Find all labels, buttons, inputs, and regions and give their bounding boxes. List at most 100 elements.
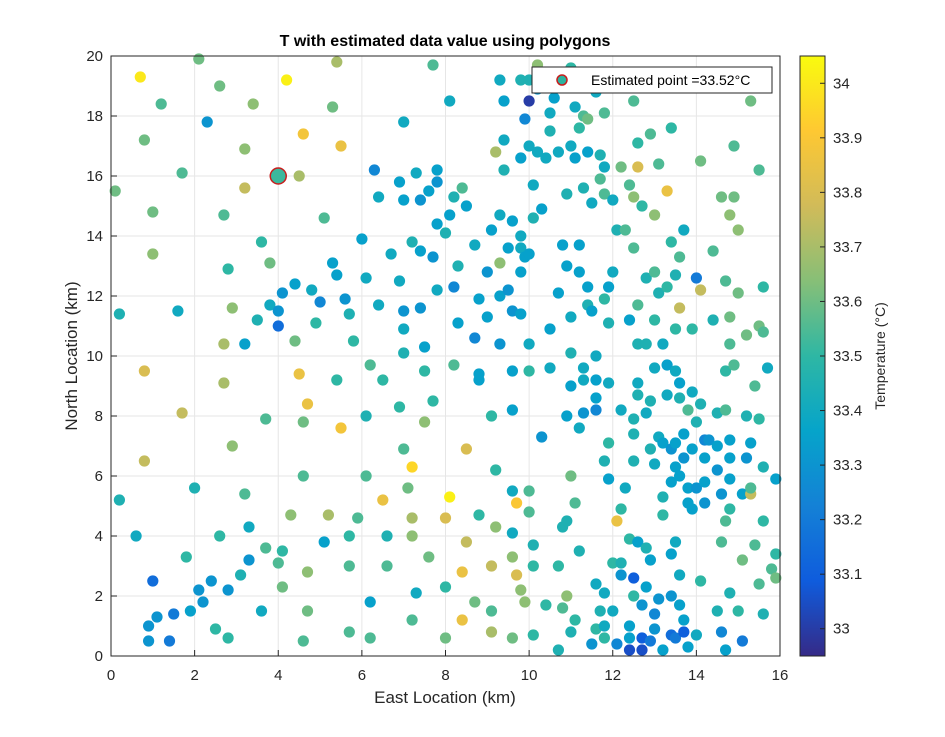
data-point bbox=[640, 272, 652, 284]
data-point bbox=[327, 257, 339, 269]
data-point bbox=[644, 395, 657, 407]
data-point bbox=[623, 179, 636, 191]
colorbar-tick-label: 33.9 bbox=[833, 130, 862, 147]
data-point bbox=[226, 440, 238, 452]
data-point bbox=[724, 338, 736, 350]
y-tick-label: 16 bbox=[86, 168, 103, 185]
data-point bbox=[611, 638, 623, 650]
data-point bbox=[527, 212, 539, 224]
data-point bbox=[607, 605, 619, 617]
data-point bbox=[523, 365, 535, 377]
data-point bbox=[678, 224, 690, 236]
data-point bbox=[506, 365, 518, 377]
data-point bbox=[143, 635, 155, 647]
data-point bbox=[510, 569, 523, 581]
data-point bbox=[264, 257, 276, 269]
data-point bbox=[649, 608, 661, 620]
data-point bbox=[757, 326, 769, 338]
data-point bbox=[661, 359, 673, 371]
data-point bbox=[577, 182, 590, 194]
data-point bbox=[686, 386, 698, 398]
data-point bbox=[444, 95, 456, 107]
data-point bbox=[335, 140, 347, 152]
data-point bbox=[168, 608, 180, 620]
data-point bbox=[506, 527, 518, 539]
data-point bbox=[402, 482, 414, 494]
data-point bbox=[577, 374, 590, 386]
data-point bbox=[607, 266, 619, 278]
data-point bbox=[623, 620, 636, 632]
data-point bbox=[222, 632, 234, 644]
data-point bbox=[331, 374, 343, 386]
data-point bbox=[674, 470, 686, 482]
data-point bbox=[439, 632, 452, 644]
data-point bbox=[674, 377, 686, 389]
data-point bbox=[485, 560, 498, 572]
x-tick-label: 12 bbox=[604, 667, 621, 684]
data-point bbox=[632, 389, 644, 401]
data-point bbox=[222, 584, 234, 596]
data-point bbox=[519, 596, 531, 608]
data-point bbox=[561, 515, 573, 527]
data-point bbox=[377, 494, 389, 506]
data-point bbox=[151, 611, 163, 623]
data-point bbox=[155, 98, 167, 110]
data-point bbox=[573, 545, 585, 557]
data-point bbox=[448, 281, 460, 293]
data-point bbox=[720, 365, 732, 377]
data-point bbox=[481, 266, 493, 278]
data-point bbox=[197, 596, 209, 608]
data-point bbox=[669, 632, 682, 644]
data-point bbox=[318, 212, 330, 224]
data-point bbox=[515, 308, 527, 320]
data-point bbox=[510, 497, 523, 509]
data-point bbox=[218, 377, 230, 389]
data-point bbox=[665, 476, 677, 488]
data-point bbox=[498, 164, 510, 176]
y-tick-label: 10 bbox=[86, 348, 103, 365]
y-tick-label: 14 bbox=[86, 228, 103, 245]
data-point bbox=[632, 338, 644, 350]
data-point bbox=[669, 269, 682, 281]
data-point bbox=[544, 323, 556, 335]
data-point bbox=[552, 560, 565, 572]
data-point bbox=[485, 224, 498, 236]
data-point bbox=[695, 155, 707, 167]
data-point bbox=[603, 437, 615, 449]
data-point bbox=[753, 578, 765, 590]
data-point bbox=[473, 509, 485, 521]
data-point bbox=[414, 194, 426, 206]
data-point bbox=[636, 200, 648, 212]
data-point bbox=[193, 584, 205, 596]
data-point bbox=[686, 323, 698, 335]
data-point bbox=[690, 629, 703, 641]
data-point bbox=[724, 209, 736, 221]
data-point bbox=[515, 230, 527, 242]
data-point bbox=[674, 302, 686, 314]
data-point bbox=[736, 488, 749, 500]
data-point bbox=[745, 482, 757, 494]
data-point bbox=[686, 503, 698, 515]
data-point bbox=[632, 536, 644, 548]
data-point bbox=[431, 164, 443, 176]
data-point bbox=[695, 284, 707, 296]
data-point bbox=[753, 413, 765, 425]
data-point bbox=[490, 521, 502, 533]
data-point bbox=[318, 536, 330, 548]
data-point bbox=[490, 464, 502, 476]
data-point bbox=[669, 323, 682, 335]
colorbar-tick-label: 33.4 bbox=[833, 403, 862, 420]
legend-marker bbox=[556, 74, 568, 86]
data-point bbox=[414, 302, 426, 314]
data-point bbox=[720, 275, 732, 287]
data-point bbox=[603, 317, 615, 329]
data-point bbox=[598, 107, 611, 119]
data-point bbox=[598, 161, 611, 173]
colorbar-tick-label: 33.2 bbox=[833, 512, 862, 529]
data-point bbox=[506, 305, 518, 317]
data-point bbox=[565, 380, 577, 392]
data-point bbox=[506, 551, 518, 563]
data-point bbox=[360, 410, 372, 422]
colorbar-tick-label: 33.3 bbox=[833, 457, 862, 474]
